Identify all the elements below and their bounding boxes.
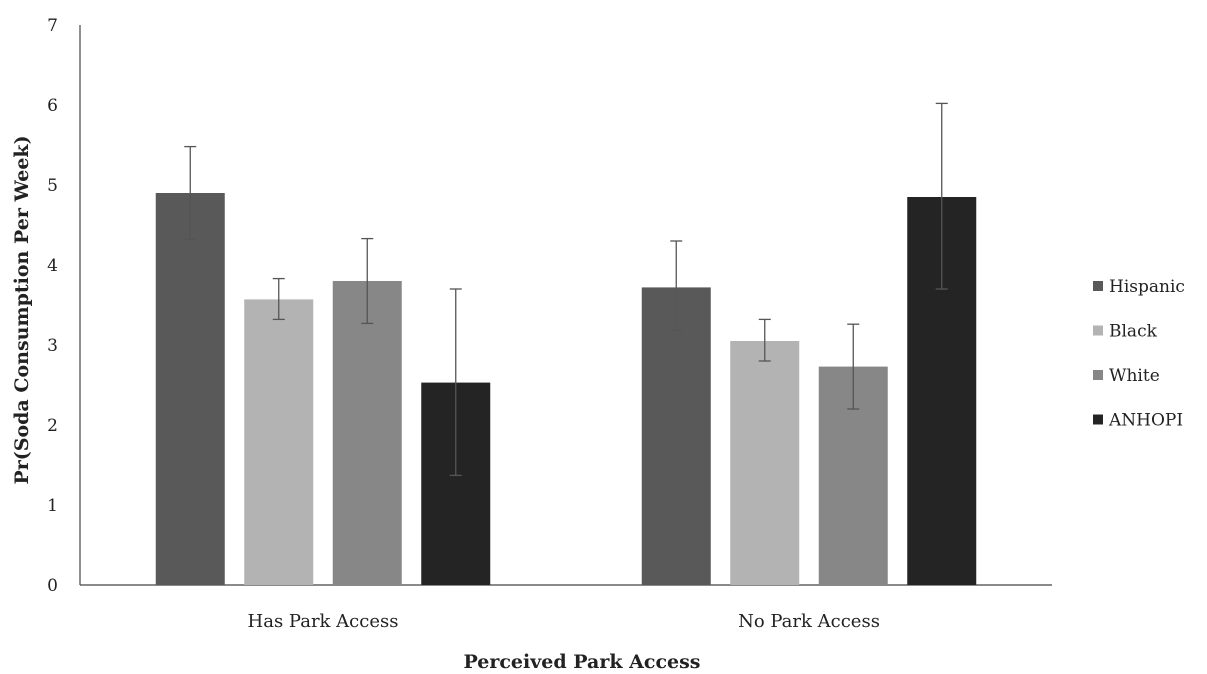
error-bars bbox=[184, 102, 948, 477]
category-label: Has Park Access bbox=[248, 611, 399, 632]
legend-label: Hispanic bbox=[1109, 277, 1185, 297]
error-bar bbox=[670, 240, 683, 332]
legend-label: ANHOPI bbox=[1108, 411, 1183, 431]
error-bar bbox=[449, 288, 462, 477]
bar-black-2 bbox=[730, 341, 800, 585]
legend-swatch bbox=[1093, 370, 1103, 380]
y-tick-label: 3 bbox=[47, 336, 58, 356]
bar-black-1 bbox=[244, 299, 314, 585]
legend-swatch bbox=[1093, 281, 1103, 291]
y-tick-label: 5 bbox=[47, 176, 58, 196]
y-tick-label: 7 bbox=[47, 16, 58, 36]
bar-white-1 bbox=[332, 281, 402, 585]
y-tick-labels: 0 1 2 3 4 5 6 7 bbox=[47, 16, 58, 596]
legend-swatch bbox=[1093, 325, 1103, 336]
axes bbox=[79, 25, 1052, 586]
y-tick-label: 1 bbox=[47, 496, 58, 516]
bars bbox=[155, 193, 977, 585]
legend-swatch bbox=[1093, 414, 1103, 425]
error-bar bbox=[361, 237, 374, 325]
x-axis-title: Perceived Park Access bbox=[463, 651, 700, 673]
y-tick-label: 6 bbox=[47, 96, 58, 116]
legend-label: Black bbox=[1109, 322, 1158, 342]
legend-item-anhopi: ANHOPI bbox=[1093, 411, 1183, 431]
category-label: No Park Access bbox=[738, 611, 880, 632]
y-tick-label: 2 bbox=[47, 416, 58, 436]
error-bar bbox=[272, 277, 285, 321]
error-bar bbox=[758, 318, 771, 362]
error-bar bbox=[184, 145, 197, 241]
legend: Hispanic Black White ANHOPI bbox=[1093, 277, 1185, 431]
legend-item-hispanic: Hispanic bbox=[1093, 277, 1185, 297]
bar-hispanic-2 bbox=[641, 287, 711, 585]
category-labels: Has Park Access No Park Access bbox=[248, 611, 880, 632]
error-bar bbox=[847, 323, 860, 410]
y-axis-title: Pr(Soda Consumption Per Week) bbox=[11, 135, 33, 484]
legend-label: White bbox=[1109, 366, 1160, 386]
error-bar bbox=[935, 102, 948, 290]
y-tick-label: 4 bbox=[47, 256, 58, 276]
y-tick-label: 0 bbox=[47, 576, 58, 596]
legend-item-black: Black bbox=[1093, 322, 1158, 342]
bar-hispanic-1 bbox=[155, 193, 225, 585]
legend-item-white: White bbox=[1093, 366, 1160, 386]
